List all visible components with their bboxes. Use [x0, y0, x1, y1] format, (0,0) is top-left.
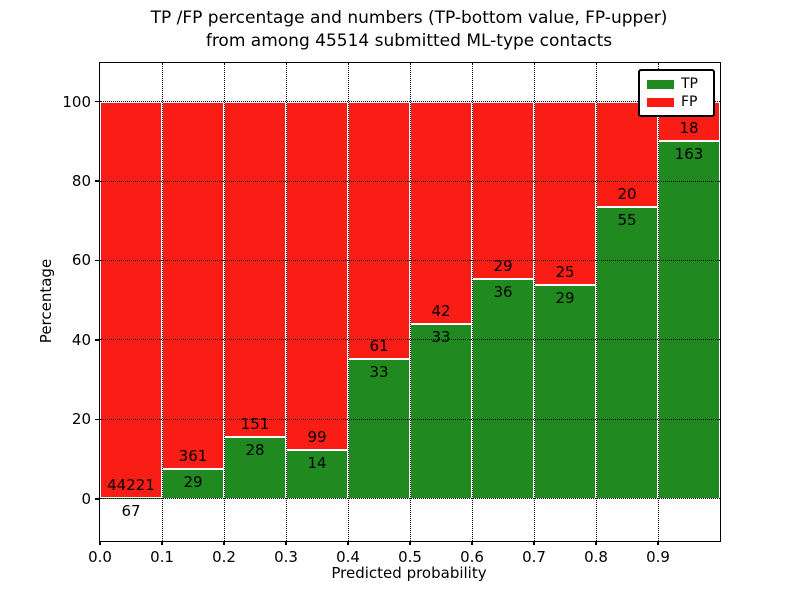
fp-count-label: 99: [307, 427, 327, 446]
x-tick: [471, 541, 473, 545]
bar-segment-tp: [224, 436, 286, 499]
y-tick: [95, 498, 99, 500]
chart-title-line1: TP /FP percentage and numbers (TP-bottom…: [150, 8, 668, 28]
tp-legend-swatch: [647, 79, 674, 89]
x-tick: [657, 541, 659, 545]
x-tick: [533, 541, 535, 545]
x-gridline: [347, 63, 349, 541]
bar-segment-tp: [472, 278, 534, 499]
bar-segment-fp: [162, 101, 224, 470]
x-tick-label: 0.3: [274, 548, 298, 566]
tp-count-label: 14: [307, 453, 327, 472]
fp-count-label: 25: [555, 263, 575, 282]
x-gridline: [595, 63, 597, 541]
x-tick-label: 0.9: [646, 548, 670, 566]
bar-segment-fp: [410, 101, 472, 325]
x-gridline: [657, 63, 659, 541]
x-tick-label: 0.1: [150, 548, 174, 566]
x-gridline: [161, 63, 163, 541]
fp-count-label: 361: [178, 447, 208, 466]
y-tick-label: 80: [71, 172, 91, 190]
y-tick: [95, 259, 99, 262]
tp-count-label: 33: [369, 363, 389, 382]
fp-legend-swatch: [647, 97, 674, 107]
bar-segment-fp: [534, 101, 596, 286]
bar-segment-tp: [348, 359, 410, 499]
x-tick-label: 0.4: [336, 548, 360, 566]
x-gridline: [533, 63, 535, 541]
x-tick-label: 0.5: [398, 548, 422, 566]
x-tick: [99, 541, 101, 545]
x-gridline: [409, 63, 411, 541]
x-tick-label: 0.7: [522, 548, 546, 566]
plot-area: 44221 67 361 29 151 28 99 14 61 33 42 33 29 36 25 29 20 5…: [62, 62, 721, 566]
tp-count-label: 29: [555, 289, 575, 308]
bar-segment-tp: [286, 449, 348, 499]
x-gridline: [223, 63, 225, 541]
legend-item-tp: TP: [647, 75, 713, 93]
x-tick: [161, 541, 163, 545]
x-tick: [347, 541, 349, 545]
legend: TP FP: [638, 69, 715, 117]
tp-count-label: 163: [674, 145, 704, 164]
x-axis-label: Predicted probability: [331, 564, 487, 582]
fp-count-label: 151: [240, 414, 270, 433]
x-tick-label: 0.2: [212, 548, 236, 566]
y-tick-label: 60: [71, 251, 91, 270]
fp-count-label: 42: [431, 302, 451, 321]
x-tick-label: 0.6: [460, 548, 484, 566]
x-tick: [285, 541, 287, 545]
bar-segment-tp: [534, 285, 596, 499]
y-tick: [95, 180, 99, 182]
tp-count-label: 28: [245, 440, 265, 459]
fp-count-label: 18: [679, 119, 699, 138]
x-tick: [595, 541, 597, 545]
tp-count-label: 29: [183, 473, 203, 492]
bar-segment-tp: [658, 141, 720, 499]
bar-segment-tp: [410, 324, 472, 499]
y-tick: [95, 339, 99, 341]
x-tick: [223, 541, 225, 545]
fp-count-label: 61: [369, 337, 389, 356]
fp-count-label: 44221: [107, 476, 155, 495]
y-axis-label: Percentage: [37, 258, 55, 344]
fp-count-label: 20: [617, 185, 637, 204]
legend-item-fp: FP: [647, 93, 713, 111]
bar-segment-fp: [472, 101, 534, 279]
legend-label-fp: FP: [681, 94, 698, 110]
y-tick-label: 100: [62, 92, 91, 111]
chart-title: TP /FP percentage and numbers (TP-bottom…: [99, 7, 719, 53]
y-tick-label: 40: [71, 330, 91, 349]
y-tick: [95, 418, 99, 421]
bar-segment-tp: [162, 469, 224, 499]
fp-count-label: 29: [493, 256, 513, 275]
legend-label-tp: TP: [681, 76, 698, 92]
y-tick-label: 0: [81, 489, 91, 508]
y-tick-label: 20: [71, 410, 91, 429]
y-tick: [95, 100, 99, 103]
tp-count-label: 67: [121, 502, 141, 521]
bar-segment-fp: [348, 101, 410, 360]
x-tick-label: 0.0: [88, 548, 112, 566]
chart-title-line2: from among 45514 submitted ML-type conta…: [205, 31, 613, 51]
bar-segment-fp: [286, 101, 348, 450]
bar-segment-fp: [224, 101, 286, 437]
x-gridline: [285, 63, 287, 541]
bar-segment-fp: [596, 101, 658, 208]
x-tick-label: 0.8: [584, 548, 608, 566]
x-tick: [409, 541, 411, 545]
x-gridline: [471, 63, 473, 541]
tp-count-label: 36: [493, 282, 513, 301]
bar-segment-fp: [100, 101, 162, 499]
tp-count-label: 33: [431, 328, 451, 347]
tp-count-label: 55: [617, 211, 637, 230]
bar-segment-tp: [596, 207, 658, 499]
